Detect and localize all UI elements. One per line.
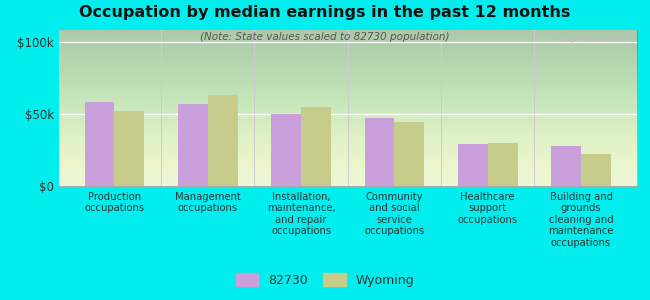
- Bar: [395, 122, 424, 186]
- Bar: [208, 95, 238, 186]
- Bar: [488, 143, 517, 186]
- Bar: [301, 106, 331, 186]
- Bar: [551, 146, 581, 186]
- Bar: [458, 144, 488, 186]
- Legend: 82730, Wyoming: 82730, Wyoming: [232, 270, 418, 291]
- Bar: [365, 118, 395, 186]
- Text: City-Data.com: City-Data.com: [557, 33, 631, 43]
- Text: (Note: State values scaled to 82730 population): (Note: State values scaled to 82730 popu…: [200, 32, 450, 41]
- Bar: [271, 114, 301, 186]
- Bar: [84, 102, 114, 186]
- Bar: [114, 111, 144, 186]
- Text: Occupation by median earnings in the past 12 months: Occupation by median earnings in the pas…: [79, 4, 571, 20]
- Bar: [581, 154, 611, 186]
- Bar: [178, 104, 208, 186]
